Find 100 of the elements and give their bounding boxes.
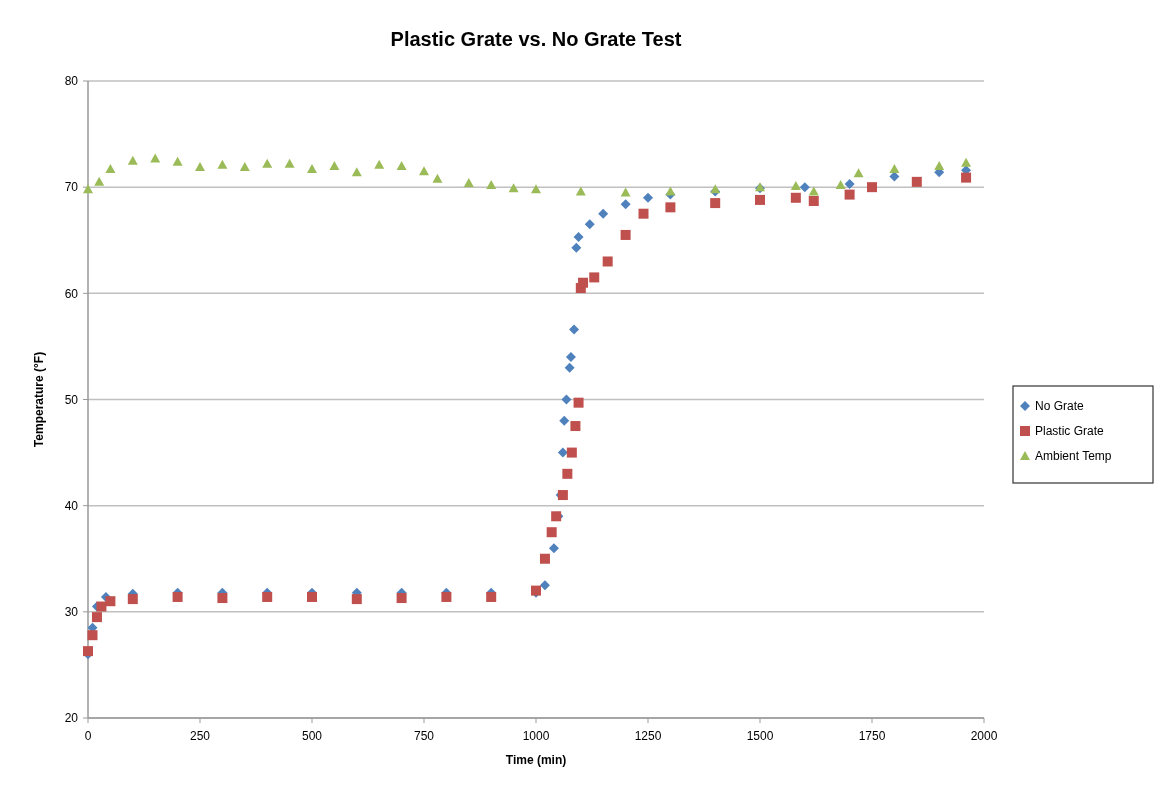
point bbox=[91, 612, 102, 623]
point bbox=[799, 182, 810, 193]
point bbox=[790, 192, 801, 203]
y-tick-label: 60 bbox=[64, 286, 79, 301]
point bbox=[911, 176, 922, 187]
point bbox=[561, 394, 572, 405]
point bbox=[486, 591, 497, 602]
chart-title: Plastic Grate vs. No Grate Test bbox=[390, 28, 682, 50]
point bbox=[602, 256, 613, 267]
point bbox=[127, 594, 138, 605]
point bbox=[172, 591, 183, 602]
point bbox=[284, 158, 295, 168]
point bbox=[710, 198, 721, 209]
point bbox=[808, 195, 819, 206]
point bbox=[307, 164, 317, 174]
legend-label: Plastic Grate bbox=[1035, 424, 1105, 439]
point bbox=[105, 596, 116, 607]
point bbox=[127, 155, 138, 165]
point bbox=[566, 447, 577, 458]
point bbox=[578, 277, 589, 288]
point bbox=[564, 362, 575, 373]
x-tick-label: 750 bbox=[413, 729, 435, 743]
point bbox=[83, 184, 93, 194]
point bbox=[546, 527, 557, 538]
point bbox=[665, 186, 676, 196]
point bbox=[486, 180, 497, 190]
point bbox=[441, 591, 452, 602]
point bbox=[844, 178, 855, 189]
y-tick-label: 30 bbox=[64, 605, 79, 620]
x-axis-title: Time (min) bbox=[505, 753, 567, 767]
point bbox=[172, 156, 183, 166]
point bbox=[584, 219, 595, 230]
point bbox=[844, 189, 855, 200]
point bbox=[620, 229, 631, 240]
y-tick-label: 80 bbox=[64, 74, 79, 89]
point bbox=[559, 415, 570, 426]
legend-label: Ambient Temp bbox=[1035, 449, 1112, 464]
point bbox=[396, 160, 407, 170]
point bbox=[463, 177, 474, 187]
point bbox=[96, 601, 107, 612]
point bbox=[665, 202, 676, 213]
point bbox=[573, 232, 584, 243]
x-tick-label: 0 bbox=[84, 729, 92, 743]
point bbox=[419, 166, 429, 176]
x-tick-label: 1250 bbox=[634, 729, 662, 743]
point bbox=[217, 159, 228, 169]
point bbox=[150, 153, 161, 163]
y-tick-label: 40 bbox=[64, 498, 79, 513]
point bbox=[562, 468, 573, 479]
point bbox=[239, 161, 250, 171]
point bbox=[961, 157, 972, 167]
point bbox=[808, 186, 819, 196]
point bbox=[374, 159, 385, 169]
point bbox=[570, 421, 581, 432]
point bbox=[396, 593, 407, 604]
point bbox=[329, 160, 340, 170]
point bbox=[508, 183, 519, 193]
point bbox=[105, 164, 116, 174]
point bbox=[620, 199, 631, 210]
point bbox=[87, 630, 98, 641]
point bbox=[432, 173, 443, 183]
point bbox=[539, 580, 550, 591]
y-axis-title: Temperature (°F) bbox=[32, 351, 46, 448]
point bbox=[571, 242, 582, 253]
x-tick-label: 500 bbox=[301, 729, 323, 743]
point bbox=[539, 553, 550, 564]
point bbox=[351, 167, 362, 177]
point bbox=[548, 543, 559, 554]
point bbox=[195, 161, 205, 171]
point bbox=[531, 184, 541, 194]
x-tick-label: 250 bbox=[189, 729, 211, 743]
point bbox=[589, 272, 600, 283]
point bbox=[575, 186, 586, 196]
point bbox=[867, 182, 877, 193]
x-tick-label: 1750 bbox=[858, 729, 886, 743]
point bbox=[961, 172, 972, 183]
point bbox=[94, 176, 105, 186]
y-tick-label: 70 bbox=[64, 180, 79, 195]
point bbox=[565, 352, 576, 363]
point bbox=[262, 158, 273, 168]
point bbox=[351, 594, 362, 605]
point bbox=[217, 593, 228, 604]
y-tick-label: 20 bbox=[64, 711, 79, 726]
point bbox=[790, 181, 801, 191]
x-tick-label: 2000 bbox=[970, 729, 998, 743]
point bbox=[934, 160, 945, 170]
point bbox=[569, 324, 580, 335]
point bbox=[598, 208, 609, 219]
x-tick-label: 1000 bbox=[522, 729, 550, 743]
point bbox=[557, 447, 568, 458]
point bbox=[889, 164, 900, 174]
x-tick-label: 1500 bbox=[746, 729, 774, 743]
point bbox=[307, 591, 317, 602]
legend-label: No Grate bbox=[1035, 399, 1085, 414]
point bbox=[262, 591, 273, 602]
point bbox=[835, 180, 846, 190]
point bbox=[638, 208, 649, 219]
point bbox=[643, 192, 653, 203]
y-tick-label: 50 bbox=[64, 392, 79, 407]
point bbox=[853, 168, 864, 178]
